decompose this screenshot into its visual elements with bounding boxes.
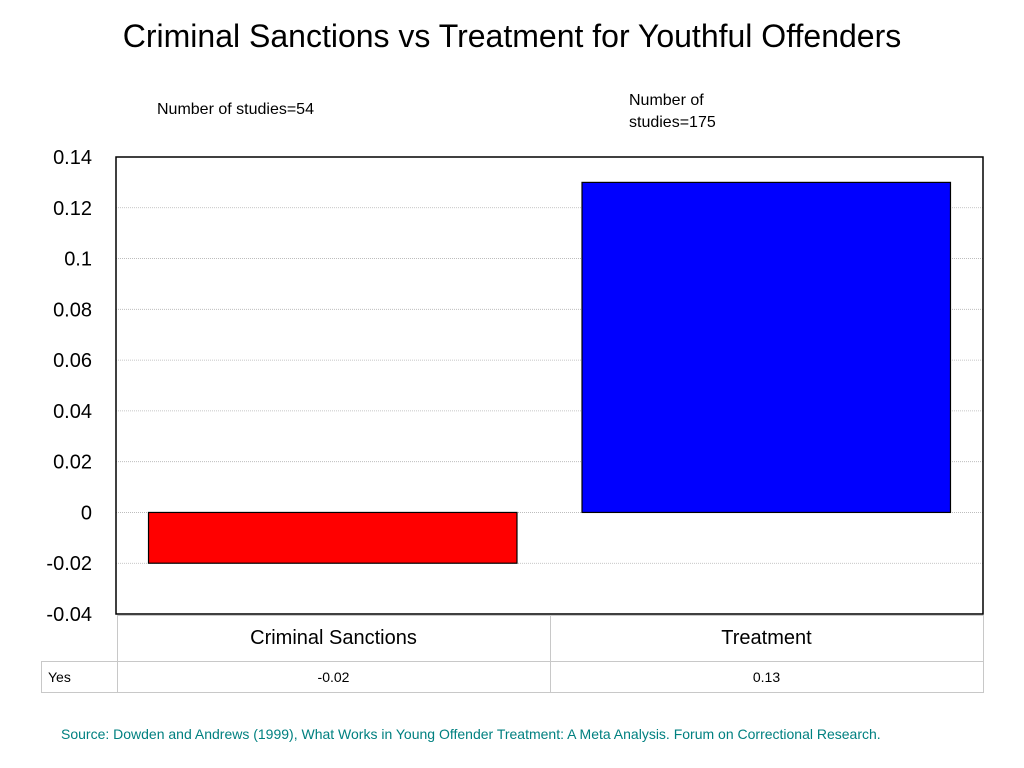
y-tick-label: 0.06 — [53, 350, 92, 372]
data-table: Criminal Sanctions Treatment Yes -0.02 0… — [41, 615, 984, 693]
y-tick-label: 0.14 — [53, 147, 92, 169]
data-table-corner — [41, 615, 118, 662]
annotation-studies-treatment: Number of studies=175 — [629, 92, 716, 131]
annotation-studies-criminal-sanctions: Number of studies=54 — [157, 101, 314, 118]
bar-criminal-sanctions — [147, 511, 518, 564]
data-table-value-criminal-sanctions: -0.02 — [116, 661, 551, 693]
bar-treatment — [581, 181, 952, 514]
data-table-value-treatment: 0.13 — [549, 661, 984, 693]
bar-chart: 0.140.120.10.080.060.040.020-0.02-0.04 — [46, 147, 984, 626]
y-tick-label: 0.1 — [64, 249, 92, 271]
y-tick-label: 0.02 — [53, 452, 92, 474]
y-tick-label: -0.02 — [46, 553, 92, 575]
data-table-row: Yes -0.02 0.13 — [41, 661, 984, 693]
y-tick-label: 0 — [81, 502, 92, 524]
data-table-header-row: Criminal Sanctions Treatment — [41, 615, 984, 662]
category-label-criminal-sanctions: Criminal Sanctions — [116, 615, 551, 662]
chart-title: Criminal Sanctions vs Treatment for Yout… — [122, 18, 902, 54]
y-tick-label: 0.08 — [53, 299, 92, 321]
bars — [147, 181, 952, 564]
source-note: Source: Dowden and Andrews (1999), What … — [61, 726, 881, 742]
plot-area-border — [115, 156, 984, 615]
data-table-row-label: Yes — [41, 661, 118, 693]
y-tick-label: 0.12 — [53, 198, 92, 220]
category-label-treatment: Treatment — [549, 615, 984, 662]
y-tick-label: 0.04 — [53, 401, 92, 423]
y-axis-tick-labels: 0.140.120.10.080.060.040.020-0.02-0.04 — [46, 147, 92, 626]
